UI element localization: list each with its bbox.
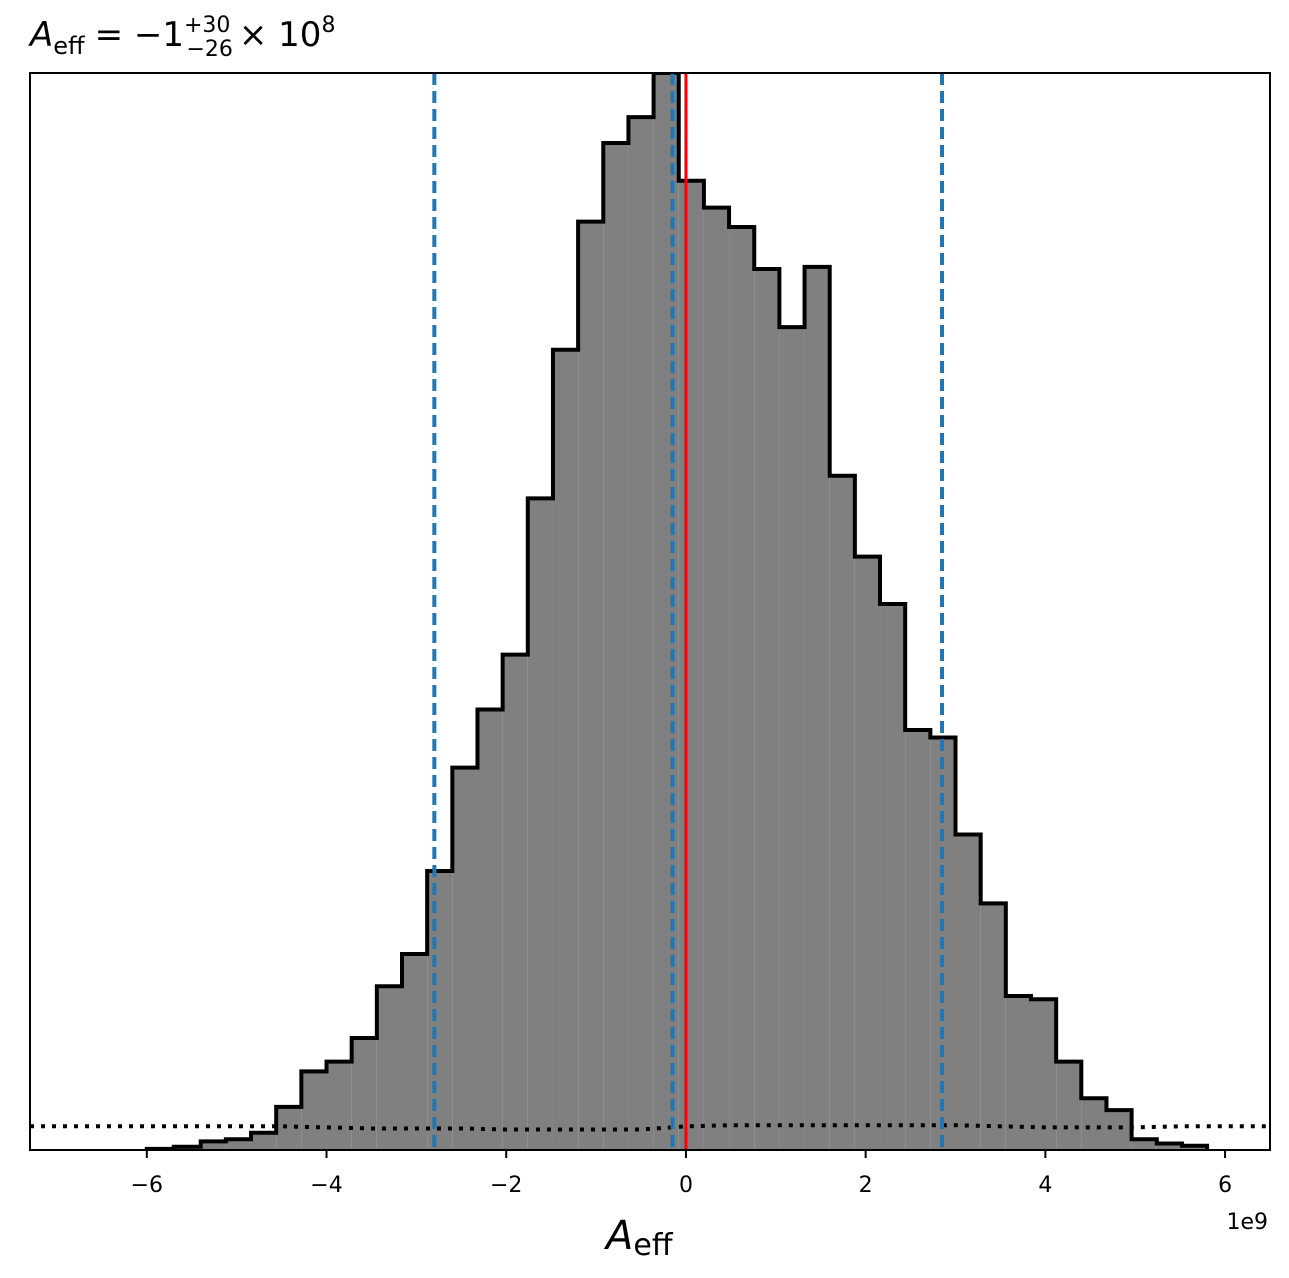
histogram-bar xyxy=(854,556,881,1150)
histogram-bar xyxy=(880,603,906,1150)
title-symbol: A xyxy=(28,15,53,55)
histogram-bar xyxy=(980,903,1006,1150)
histogram-bar xyxy=(754,269,780,1150)
histogram-bar xyxy=(1005,995,1031,1150)
title-superscript: +30 xyxy=(184,13,230,38)
histogram-bar xyxy=(1156,1143,1182,1150)
histogram-bar xyxy=(1030,999,1057,1150)
histogram-bar xyxy=(653,73,679,1150)
x-axis-offset-label: 1e9 xyxy=(1226,1210,1268,1235)
histogram-bar xyxy=(729,227,755,1150)
x-tick-label: −4 xyxy=(310,1173,342,1198)
histogram-outline xyxy=(144,73,1210,1150)
histogram-bar xyxy=(527,498,553,1150)
histogram-bar xyxy=(376,986,402,1150)
histogram-bar xyxy=(452,767,478,1150)
xlabel-subscript: eff xyxy=(633,1228,673,1263)
histogram-bar xyxy=(251,1132,277,1150)
histogram-bar xyxy=(427,871,453,1150)
title-times: × 10 xyxy=(239,15,322,55)
xlabel-symbol: A xyxy=(603,1213,633,1259)
x-tick-label: 2 xyxy=(859,1173,873,1198)
histogram-bar xyxy=(703,207,730,1150)
histogram-bar xyxy=(905,729,931,1150)
histogram-bar xyxy=(552,349,579,1150)
histogram-bar xyxy=(829,475,855,1150)
histogram-bar xyxy=(326,1061,352,1150)
histogram-bar xyxy=(1106,1110,1132,1150)
histogram-bar xyxy=(200,1141,226,1150)
x-tick-label: 0 xyxy=(679,1173,693,1198)
title-subscript: −26 xyxy=(186,37,232,62)
histogram-bar xyxy=(628,117,654,1150)
x-tick-label: 6 xyxy=(1218,1173,1232,1198)
title-exponent: 8 xyxy=(321,13,335,38)
x-tick-label: 4 xyxy=(1038,1173,1052,1198)
title-equals: = −1 xyxy=(95,15,184,55)
x-axis-label: Aeff xyxy=(603,1213,674,1263)
histogram-bar xyxy=(804,266,830,1150)
histogram-bar xyxy=(955,834,981,1150)
histogram-bar xyxy=(502,654,528,1150)
plot-area xyxy=(30,73,1270,1150)
histogram-bar xyxy=(301,1071,327,1150)
histogram-bar xyxy=(1081,1098,1107,1150)
histogram-bar xyxy=(225,1139,252,1150)
histogram-bar xyxy=(402,953,428,1150)
histogram-bar xyxy=(1131,1139,1157,1150)
histogram-bar xyxy=(603,143,629,1150)
histogram-bar xyxy=(779,327,805,1150)
histogram-bar xyxy=(678,180,704,1150)
histogram-bar xyxy=(578,221,604,1150)
histogram-bar xyxy=(1056,1061,1082,1150)
x-tick-label: −2 xyxy=(490,1173,522,1198)
chart-title: Aeff = −1+30 −26 × 108 xyxy=(28,13,335,62)
prior-dotted-line xyxy=(30,1123,1270,1132)
x-tick-label: −6 xyxy=(131,1173,163,1198)
axes-frame xyxy=(29,72,1271,1151)
x-axis-ticks: −6 −4 −2 0 2 4 6 xyxy=(131,1150,1232,1198)
histogram-bar xyxy=(1181,1145,1208,1150)
histogram-bar xyxy=(351,1037,377,1150)
histogram-bar xyxy=(477,709,503,1150)
title-symbol-subscript: eff xyxy=(53,32,85,60)
